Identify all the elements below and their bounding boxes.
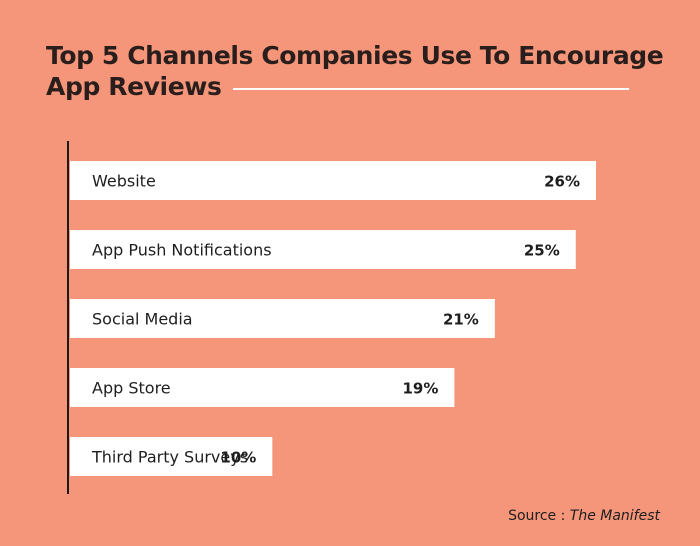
bar-label-2: App Push Notifications bbox=[92, 241, 272, 260]
title-underline-rule bbox=[233, 87, 630, 90]
chart-title-line1: Top 5 Channels Companies Use To Encourag… bbox=[46, 41, 664, 70]
source-note: Source : The Manifest bbox=[508, 508, 660, 524]
bar-5 bbox=[70, 437, 273, 476]
bar-label-4: App Store bbox=[92, 379, 171, 398]
bar-4 bbox=[70, 368, 455, 407]
source-name: The Manifest bbox=[569, 508, 660, 524]
bar-value-4: 19% bbox=[402, 380, 438, 398]
bar-label-5: Third Party Surveys bbox=[91, 448, 248, 467]
bar-value-1: 26% bbox=[544, 173, 580, 191]
chart-title-line2: App Reviews bbox=[46, 72, 222, 101]
bar-2 bbox=[70, 230, 576, 269]
chart-title-line2-wrap: App Reviews bbox=[46, 71, 666, 102]
bar-value-3: 21% bbox=[443, 311, 479, 329]
bar-3 bbox=[70, 299, 495, 338]
bar-label-3: Social Media bbox=[92, 310, 193, 329]
bar-value-2: 25% bbox=[524, 242, 560, 260]
bar-value-5: 10% bbox=[220, 449, 256, 467]
bar-1 bbox=[70, 161, 596, 200]
source-prefix: Source : bbox=[508, 508, 570, 524]
chart-title: Top 5 Channels Companies Use To Encourag… bbox=[46, 40, 666, 102]
bar-label-1: Website bbox=[92, 172, 156, 191]
